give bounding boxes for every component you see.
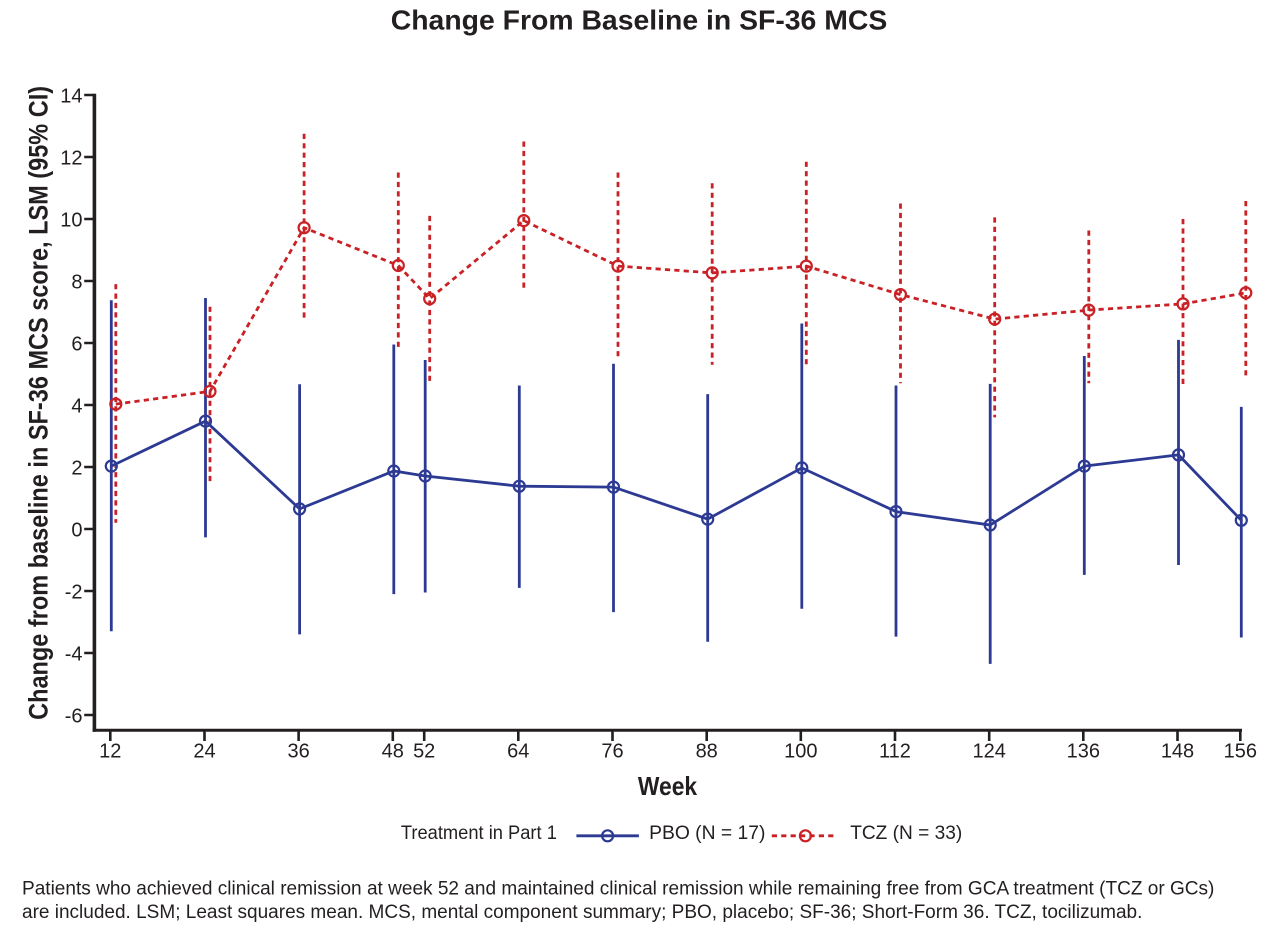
svg-text:52: 52 [413, 741, 435, 763]
svg-text:156: 156 [1224, 741, 1257, 763]
svg-text:Patients who achieved clinical: Patients who achieved clinical remission… [22, 879, 1214, 900]
svg-text:Week: Week [638, 771, 698, 801]
svg-text:TCZ (N = 33): TCZ (N = 33) [850, 823, 962, 844]
svg-text:Change From Baseline in SF-36: Change From Baseline in SF-36 MCS [391, 5, 888, 36]
svg-text:PBO (N = 17): PBO (N = 17) [649, 823, 765, 844]
svg-text:-6: -6 [65, 705, 83, 727]
svg-text:10: 10 [60, 209, 82, 231]
svg-text:2: 2 [71, 457, 82, 479]
svg-text:12: 12 [60, 147, 82, 169]
svg-text:100: 100 [784, 741, 817, 763]
svg-text:124: 124 [973, 741, 1006, 763]
svg-text:76: 76 [601, 741, 623, 763]
svg-text:Treatment in Part 1: Treatment in Part 1 [401, 823, 557, 844]
svg-text:136: 136 [1067, 741, 1100, 763]
svg-text:-4: -4 [65, 643, 83, 665]
svg-text:148: 148 [1161, 741, 1194, 763]
svg-text:12: 12 [99, 741, 121, 763]
svg-text:-2: -2 [65, 581, 83, 603]
svg-text:64: 64 [507, 741, 529, 763]
svg-text:24: 24 [193, 741, 215, 763]
svg-text:14: 14 [60, 85, 82, 107]
svg-text:6: 6 [71, 333, 82, 355]
svg-text:Change from baseline in SF-36: Change from baseline in SF-36 MCS score,… [23, 86, 53, 720]
svg-text:4: 4 [71, 395, 82, 417]
svg-text:48: 48 [382, 741, 404, 763]
svg-text:88: 88 [696, 741, 718, 763]
svg-text:112: 112 [879, 741, 911, 763]
svg-text:36: 36 [287, 741, 309, 763]
svg-text:8: 8 [71, 271, 82, 293]
svg-text:are included. LSM; Least squar: are included. LSM; Least squares mean. M… [22, 902, 1142, 923]
svg-text:0: 0 [71, 519, 82, 541]
